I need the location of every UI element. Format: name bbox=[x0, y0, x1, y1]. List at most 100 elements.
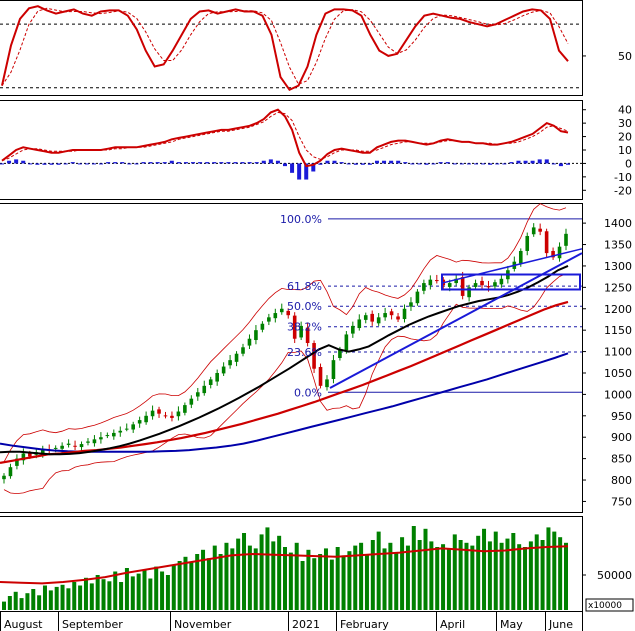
volume-bar bbox=[312, 558, 317, 610]
histogram-bar bbox=[169, 160, 174, 164]
volume-bar bbox=[212, 545, 217, 610]
volume-bar bbox=[177, 561, 182, 610]
histogram-bar bbox=[523, 160, 528, 164]
volume-bar bbox=[154, 566, 159, 610]
volume-bar bbox=[218, 554, 223, 610]
histogram-bar bbox=[99, 163, 104, 165]
volume-bar bbox=[2, 601, 6, 610]
candle-body bbox=[409, 302, 413, 307]
histogram-bar bbox=[28, 163, 33, 165]
volume-bar bbox=[31, 589, 36, 610]
tick-label: 1100 bbox=[604, 346, 632, 359]
month-label: May bbox=[500, 618, 523, 631]
histogram-bar bbox=[438, 162, 443, 164]
candle-body bbox=[383, 313, 387, 318]
volume-bar bbox=[37, 595, 42, 610]
volume-bar bbox=[124, 568, 129, 610]
candle-body bbox=[331, 360, 336, 379]
histogram-bar bbox=[382, 160, 387, 164]
histogram-bar bbox=[424, 163, 429, 165]
histogram-bar bbox=[283, 163, 287, 167]
volume-bar bbox=[417, 540, 422, 610]
trend-line bbox=[329, 252, 583, 389]
histogram-bar bbox=[290, 163, 295, 173]
histogram-bar bbox=[42, 163, 47, 165]
volume-bar bbox=[206, 558, 211, 610]
histogram-bar bbox=[275, 160, 280, 164]
histogram-bar bbox=[198, 162, 203, 164]
volume-bar bbox=[482, 528, 487, 610]
candle-body bbox=[357, 319, 362, 329]
volume-bar bbox=[564, 542, 568, 610]
candle-body bbox=[247, 338, 252, 346]
histogram-bar bbox=[191, 162, 196, 164]
candle-body bbox=[105, 435, 110, 437]
candle-body bbox=[493, 282, 497, 287]
histogram-bar bbox=[21, 160, 26, 164]
candle-body bbox=[415, 291, 420, 304]
macd-line bbox=[1, 108, 569, 168]
volume-bar bbox=[113, 571, 118, 610]
histogram-bar bbox=[63, 163, 68, 165]
histogram-bar bbox=[459, 163, 464, 165]
histogram-bar bbox=[183, 162, 188, 164]
volume-bar bbox=[429, 541, 434, 610]
fibonacci-level-label: 50.0% bbox=[287, 300, 322, 313]
volume-bar bbox=[242, 533, 247, 610]
volume-bar bbox=[107, 581, 112, 610]
tick-label: 1300 bbox=[604, 260, 632, 273]
tick-label: 1150 bbox=[604, 324, 632, 337]
volume-bar bbox=[364, 554, 369, 610]
volume-bar bbox=[446, 548, 451, 610]
volume-bar bbox=[7, 596, 12, 610]
candle-body bbox=[2, 475, 6, 480]
candle-body bbox=[467, 287, 471, 298]
candle-body bbox=[144, 415, 148, 423]
candle-body bbox=[157, 409, 161, 414]
candle-body bbox=[363, 315, 368, 320]
histogram-bar bbox=[566, 163, 570, 165]
histogram-bar bbox=[35, 163, 40, 165]
candle-body bbox=[202, 385, 207, 394]
volume-bar bbox=[60, 584, 65, 610]
candle-body bbox=[292, 315, 297, 339]
trend-line bbox=[441, 248, 583, 284]
volume-bar bbox=[347, 551, 352, 610]
tick-label: 950 bbox=[611, 410, 632, 423]
volume-bar bbox=[19, 598, 24, 610]
histogram-bar bbox=[466, 163, 471, 165]
candle-body bbox=[525, 235, 530, 251]
volume-bar bbox=[259, 534, 264, 610]
candle-body bbox=[389, 311, 394, 316]
candle-body bbox=[183, 405, 187, 413]
volume-bar bbox=[394, 552, 399, 610]
volume-bar bbox=[160, 571, 165, 610]
volume-bar bbox=[458, 540, 463, 610]
volume-bar bbox=[283, 547, 287, 610]
candle-body bbox=[486, 286, 491, 288]
candle-body bbox=[73, 445, 77, 447]
candle-body bbox=[544, 231, 549, 254]
volume-bar bbox=[277, 535, 282, 610]
candle-body bbox=[376, 317, 381, 324]
candle-body bbox=[124, 428, 129, 430]
tick-label: 40 bbox=[618, 104, 632, 117]
histogram-bar bbox=[120, 162, 125, 164]
candle-body bbox=[370, 313, 375, 322]
histogram-bar bbox=[162, 162, 167, 164]
histogram-bar bbox=[233, 162, 238, 164]
month-label: September bbox=[62, 618, 123, 631]
volume-bar bbox=[382, 548, 387, 610]
histogram-bar bbox=[530, 160, 535, 164]
tick-label: 1200 bbox=[604, 303, 632, 316]
histogram-bar bbox=[148, 162, 153, 164]
volume-bar bbox=[236, 538, 241, 610]
volume-bar bbox=[66, 588, 71, 610]
candle-body bbox=[338, 349, 342, 358]
volume-bar bbox=[13, 591, 18, 610]
tick-label: 800 bbox=[611, 474, 632, 487]
candle-body bbox=[66, 443, 71, 445]
candle-body bbox=[564, 233, 568, 246]
volume-bar bbox=[306, 549, 311, 610]
